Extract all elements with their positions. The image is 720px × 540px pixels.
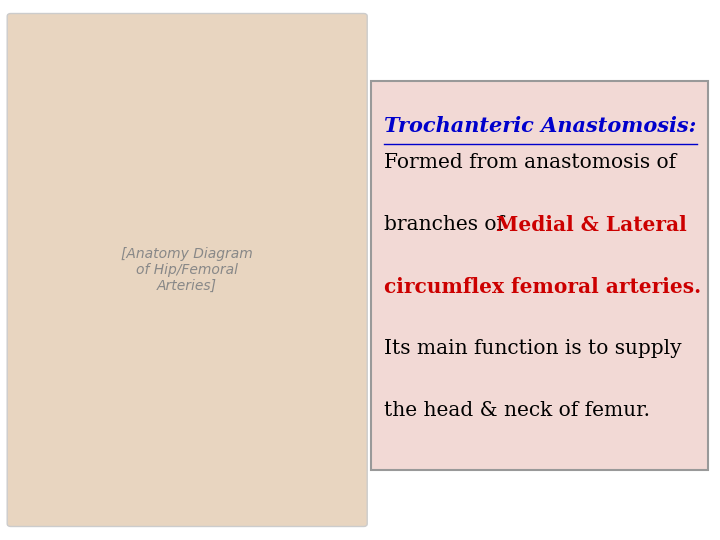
FancyBboxPatch shape xyxy=(371,81,708,470)
Text: the head & neck of femur.: the head & neck of femur. xyxy=(384,401,649,420)
Text: Its main function is to supply: Its main function is to supply xyxy=(384,339,681,358)
Text: Formed from anastomosis of: Formed from anastomosis of xyxy=(384,153,676,172)
Text: Medial & Lateral: Medial & Lateral xyxy=(496,215,687,235)
Text: branches of: branches of xyxy=(384,215,510,234)
Text: circumflex femoral arteries.: circumflex femoral arteries. xyxy=(384,277,701,297)
Text: [Anatomy Diagram
of Hip/Femoral
Arteries]: [Anatomy Diagram of Hip/Femoral Arteries… xyxy=(122,247,253,293)
Text: Trochanteric Anastomosis:: Trochanteric Anastomosis: xyxy=(384,116,696,136)
FancyBboxPatch shape xyxy=(7,14,367,526)
